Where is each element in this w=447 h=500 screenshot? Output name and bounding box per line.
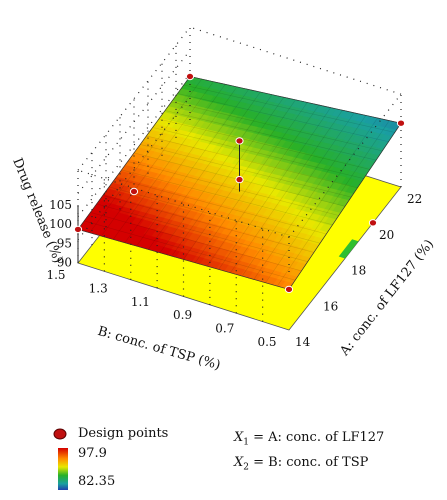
color-max-label: 97.9 <box>78 446 107 461</box>
b-tick-label: 1.3 <box>89 281 108 295</box>
mesh-line <box>265 117 378 283</box>
mesh-line <box>206 104 320 267</box>
design-point-marker <box>53 428 67 440</box>
mesh-line <box>102 195 314 253</box>
a-tick-label: 20 <box>379 228 394 242</box>
mesh-line <box>183 84 395 133</box>
color-bar <box>58 448 68 490</box>
x1-rest: = A: conc. of LF127 <box>249 430 385 445</box>
design-points-layer <box>73 72 406 294</box>
z-tick-label: 90 <box>57 255 72 269</box>
a-axis-label: A: conc. of LF127 (%) <box>337 237 437 360</box>
b-axis-label: B: conc. of TSP (%) <box>96 324 222 373</box>
mesh-line <box>277 120 390 287</box>
mesh-line <box>177 93 389 142</box>
b-tick-label: 0.5 <box>257 335 276 349</box>
mesh-line <box>148 91 261 250</box>
design-point <box>368 219 378 227</box>
design-points-legend-label: Design points <box>78 426 169 441</box>
mesh-line <box>140 144 352 198</box>
a-tick-label: 16 <box>323 299 338 313</box>
mesh-line <box>194 102 308 263</box>
z-tick-label: 100 <box>49 217 72 231</box>
design-point <box>235 175 244 184</box>
mesh-line <box>124 86 238 243</box>
mesh-line <box>121 169 333 226</box>
design-point <box>73 225 83 234</box>
mesh-line <box>90 212 302 272</box>
surface-texture <box>84 78 395 287</box>
design-point <box>235 137 244 145</box>
x2-var: X <box>234 455 244 470</box>
mesh-line <box>112 84 226 240</box>
a-tick-label: 14 <box>295 335 311 349</box>
floor-contour-strip <box>338 239 359 259</box>
mesh-line <box>158 118 370 170</box>
mesh-line <box>127 161 339 216</box>
a-tick-label: 22 <box>407 192 422 206</box>
mesh-line <box>218 107 331 270</box>
mesh-line <box>159 94 273 253</box>
z-tick-label: 95 <box>57 236 72 250</box>
b-tick-label: 0.7 <box>215 322 234 336</box>
b-tick-label: 0.9 <box>173 308 192 322</box>
mesh-line <box>101 81 214 237</box>
z-tick-label: 105 <box>49 198 72 212</box>
x2-rest: = B: conc. of TSP <box>249 455 369 470</box>
b-tick-label: 1.1 <box>131 295 150 309</box>
mesh-line <box>136 89 249 247</box>
x1-var: X <box>234 430 244 445</box>
x1-sub: 1 <box>243 437 249 448</box>
mesh-line <box>171 97 285 257</box>
bounding-box <box>77 26 402 322</box>
mesh-line <box>84 220 296 281</box>
b-tick-label: 1.5 <box>46 268 65 282</box>
mesh-line <box>152 127 364 179</box>
mesh-line <box>241 112 355 277</box>
factor-legend-x2: X2 = B: conc. of TSP <box>234 455 368 473</box>
design-point <box>185 72 195 81</box>
mesh-line <box>165 110 377 161</box>
mesh-line <box>109 186 321 244</box>
mesh-line <box>230 110 343 273</box>
mesh-line <box>253 115 367 280</box>
mesh-line <box>89 78 202 233</box>
color-min-label: 82.35 <box>78 474 116 489</box>
design-point <box>284 285 294 294</box>
x2-sub: 2 <box>243 462 249 473</box>
mesh-line <box>171 101 383 152</box>
mesh-line <box>96 203 308 262</box>
design-point <box>396 119 406 127</box>
mesh-line <box>146 135 358 189</box>
a-tick-label: 18 <box>351 264 366 278</box>
mesh-line <box>115 178 327 235</box>
design-point <box>129 187 139 196</box>
factor-legend-x1: X1 = A: conc. of LF127 <box>234 430 384 448</box>
